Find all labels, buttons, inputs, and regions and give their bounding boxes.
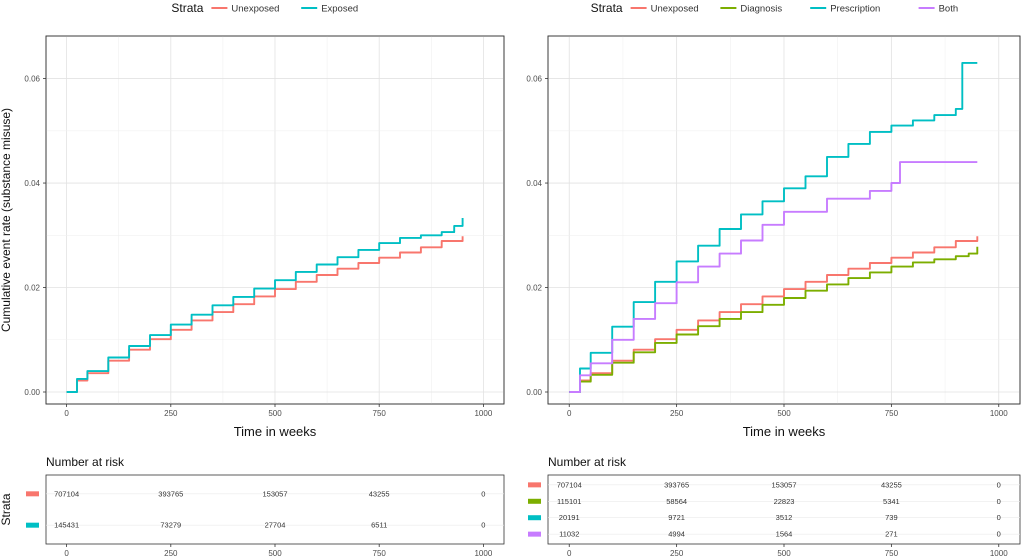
- legend-label: Both: [939, 4, 959, 15]
- risk-cell: 271: [885, 530, 898, 539]
- risk-x-tick-label: 500: [268, 549, 282, 558]
- risk-x-tick-label: 1000: [990, 549, 1008, 558]
- risk-x-tick-label: 250: [164, 549, 178, 558]
- legend-title: Strata: [591, 1, 623, 15]
- risk-cell: 707104: [54, 489, 79, 498]
- risk-x-tick-label: 0: [64, 549, 69, 558]
- x-axis-title: Time in weeks: [234, 424, 317, 439]
- legend-title: Strata: [171, 1, 203, 15]
- risk-cell: 393765: [158, 489, 183, 498]
- series-line-both: [569, 161, 978, 393]
- x-tick-label: 1000: [474, 409, 492, 418]
- risk-cell: 73279: [160, 521, 181, 530]
- x-tick-label: 1000: [990, 409, 1008, 418]
- y-tick-label: 0.00: [526, 388, 542, 397]
- risk-cell: 27704: [265, 521, 286, 530]
- y-tick-label: 0.00: [24, 388, 40, 397]
- risk-cell: 0: [997, 530, 1001, 539]
- legend-label: Diagnosis: [740, 4, 782, 15]
- y-tick-label: 0.06: [24, 75, 40, 84]
- risk-cell: 0: [481, 521, 485, 530]
- right-panel: 0 250 500 750 1000 0.00 0.02 0.04 0.06 Time in we…: [526, 1, 1021, 558]
- risk-cell: 11032: [559, 530, 579, 539]
- x-tick-label: 0: [64, 409, 69, 418]
- risk-cell: 707104: [557, 480, 582, 489]
- legend-label: Exposed: [321, 4, 358, 15]
- risk-cell: 0: [997, 513, 1001, 522]
- risk-cell: 739: [885, 513, 898, 522]
- x-tick-label: 750: [885, 409, 899, 418]
- risk-row-color-key: [26, 522, 39, 528]
- risk-cell: 43255: [369, 489, 390, 498]
- legend-label: Unexposed: [651, 4, 699, 15]
- legend-label: Prescription: [830, 4, 880, 15]
- risk-cell: 145431: [54, 521, 79, 530]
- risk-cell: 0: [997, 480, 1001, 489]
- legend-label: Unexposed: [231, 4, 279, 15]
- risk-cell: 1564: [776, 530, 793, 539]
- risk-cell: 58564: [666, 497, 687, 506]
- risk-cell: 0: [997, 497, 1001, 506]
- risk-table-title: Number at risk: [46, 455, 125, 469]
- risk-cell: 43255: [881, 480, 902, 489]
- risk-row-color-key: [26, 491, 39, 497]
- risk-table-title: Number at risk: [548, 455, 627, 469]
- risk-cell: 153057: [262, 489, 287, 498]
- risk-table-frame: [547, 474, 1021, 545]
- y-tick-label: 0.02: [24, 284, 40, 293]
- risk-cell: 393765: [664, 480, 689, 489]
- y-tick-label: 0.04: [526, 179, 542, 188]
- risk-x-tick-label: 500: [777, 549, 791, 558]
- risk-row-color-key: [528, 515, 541, 521]
- x-tick-label: 500: [777, 409, 791, 418]
- risk-table-frame: [45, 474, 505, 545]
- y-tick-label: 0.06: [526, 75, 542, 84]
- risk-x-tick-label: 1000: [474, 549, 492, 558]
- x-tick-label: 750: [373, 409, 387, 418]
- risk-x-tick-label: 750: [885, 549, 899, 558]
- risk-x-tick-label: 750: [373, 549, 387, 558]
- risk-cell: 115101: [557, 497, 581, 506]
- y-tick-label: 0.04: [24, 179, 40, 188]
- left-panel: 0 250 500 750 1000 0.00 0.02 0.04 0.06 Time in we…: [0, 1, 505, 558]
- series-line-diagnosis: [569, 246, 979, 393]
- y-axis-title: Cumulative event rate (substance misuse): [0, 108, 13, 332]
- risk-cell: 6511: [371, 521, 387, 530]
- risk-row-color-key: [528, 498, 541, 504]
- risk-cell: 9721: [668, 513, 685, 522]
- series-line-exposed: [66, 218, 464, 393]
- risk-cell: 0: [481, 489, 485, 498]
- risk-cell: 153057: [771, 480, 796, 489]
- risk-cell: 22823: [774, 497, 795, 506]
- risk-cell: 5341: [883, 497, 900, 506]
- risk-row-color-key: [528, 482, 541, 488]
- series-line-unexposed: [569, 236, 979, 393]
- x-tick-label: 0: [567, 409, 572, 418]
- risk-cell: 20191: [559, 513, 580, 522]
- risk-strata-label: Strata: [0, 493, 13, 525]
- risk-cell: 4994: [668, 530, 685, 539]
- y-tick-label: 0.02: [526, 284, 542, 293]
- risk-row-color-key: [528, 531, 541, 537]
- risk-cell: 3512: [776, 513, 793, 522]
- risk-x-tick-label: 250: [670, 549, 684, 558]
- x-axis-title: Time in weeks: [743, 424, 826, 439]
- x-tick-label: 250: [164, 409, 178, 418]
- series-line-prescription: [569, 61, 978, 393]
- risk-x-tick-label: 0: [567, 549, 572, 558]
- x-tick-label: 250: [670, 409, 684, 418]
- x-tick-label: 500: [268, 409, 282, 418]
